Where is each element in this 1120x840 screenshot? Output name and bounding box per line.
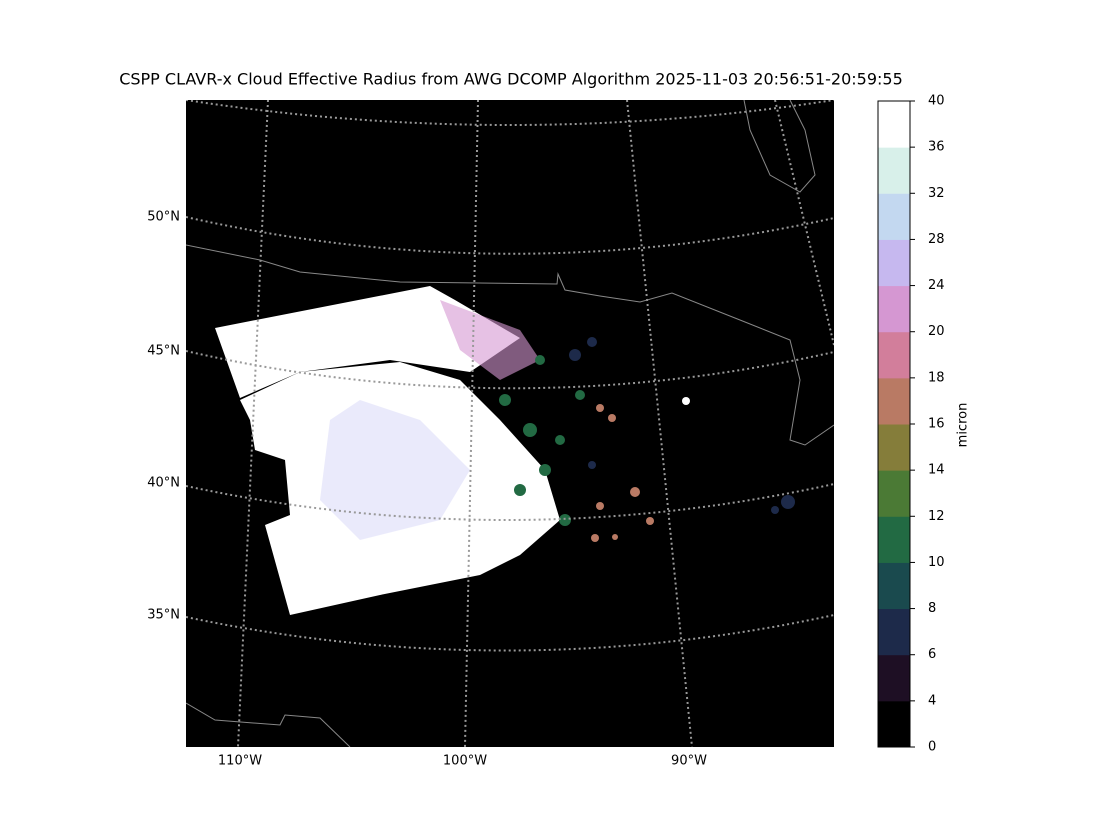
colorbar-tick-label: 10 [928,555,945,570]
colorbar-band [878,101,910,148]
colorbar-band [878,608,910,656]
lat-label: 45°N [147,344,180,359]
colorbar-tick-label: 14 [928,463,945,478]
colorbar-band [878,147,910,194]
lat-label: 40°N [147,476,180,491]
cloud-cells [499,355,585,526]
cloud-swath [215,286,520,398]
colorbar-band [878,470,910,517]
colorbar-tick-label: 8 [928,601,936,616]
colorbar-tick-label: 20 [928,324,945,339]
colorbar-tick-label: 24 [928,278,945,293]
lon-label: 90°W [671,754,707,769]
colorbar-band [878,654,910,702]
colorbar-tick-label: 36 [928,140,945,155]
cloud-cell [682,397,690,405]
clouds [215,286,795,615]
colorbar-label: micron [956,403,971,448]
cloud-cells [591,404,654,542]
lat-labels: 50°N 45°N 40°N 35°N [147,210,180,623]
lat-label: 35°N [147,608,180,623]
cloud-tint [440,300,540,380]
map-content [186,100,834,747]
colorbar-tick-label: 4 [928,693,936,708]
colorbar-band [878,239,910,287]
lon-label: 100°W [443,754,487,769]
borders [186,100,834,747]
colorbar-band [878,193,910,240]
colorbar-tick-label: 18 [928,370,945,385]
colorbar-band [878,331,910,379]
colorbar-band [878,424,910,471]
map-title: CSPP CLAVR-x Cloud Effective Radius from… [119,70,903,89]
colorbar-band [878,285,910,333]
graticule [186,100,834,747]
cloud-cells [569,337,795,514]
lat-label: 50°N [147,210,180,225]
colorbar-band [878,377,910,425]
lon-label: 110°W [218,754,262,769]
colorbar-tick-label: 12 [928,509,945,524]
lon-labels: 110°W 100°W 90°W [218,754,707,769]
colorbar-tick-label: 32 [928,186,945,201]
colorbar-band [878,700,910,748]
colorbar-tick-label: 28 [928,232,945,247]
colorbar-tick-label: 0 [928,740,936,755]
cloud-tint [320,400,470,540]
map [186,100,834,747]
colorbar-band [878,516,910,563]
colorbar: 0 4 6 8 10 12 14 16 18 20 24 28 32 36 40 [877,94,945,755]
colorbar-tick-label: 40 [928,94,945,109]
colorbar-band [878,562,910,610]
colorbar-tick-label: 16 [928,417,945,432]
colorbar-tick-label: 6 [928,647,936,662]
